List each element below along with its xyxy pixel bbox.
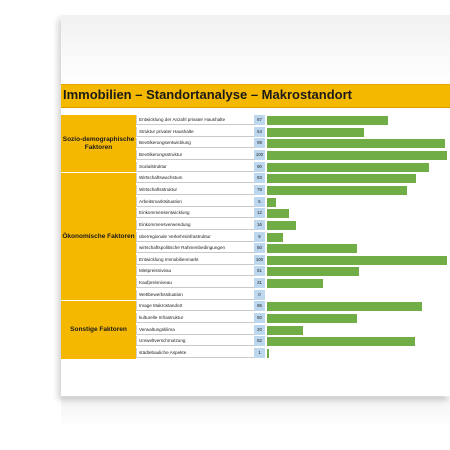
factor-bar bbox=[267, 255, 447, 265]
factor-value: 51 bbox=[254, 266, 265, 278]
sheet-reflection bbox=[61, 397, 450, 427]
table-row: Wirtschaftsstruktur 78 bbox=[136, 184, 450, 196]
table-row: überregionale Verkehrsinfrastruktur 9 bbox=[136, 231, 450, 243]
factor-label: Kaufpreisniveau bbox=[136, 278, 254, 289]
factor-label: Entwicklung Immobilienmarkt bbox=[136, 254, 254, 265]
factor-value: 9 bbox=[254, 231, 265, 243]
table-row: Mietpreisniveau 51 bbox=[136, 266, 450, 278]
table-row: Verwaltungsklima 20 bbox=[136, 324, 450, 336]
factor-label: überregionale Verkehrsinfrastruktur bbox=[136, 231, 254, 242]
factor-value: 16 bbox=[254, 219, 265, 231]
factor-value: 90 bbox=[254, 161, 265, 173]
table-row: wirtschaftspolitische Rahmenbedingungen 5… bbox=[136, 243, 450, 255]
factor-bar bbox=[267, 185, 408, 195]
factor-label: wirtschaftspolitische Rahmenbedingungen bbox=[136, 243, 254, 254]
factor-value: 50 bbox=[254, 313, 265, 325]
factor-value: 82 bbox=[254, 336, 265, 348]
factor-label: städtebauliche Aspekte bbox=[136, 348, 254, 358]
factor-value: 100 bbox=[254, 254, 265, 266]
factor-bar bbox=[267, 174, 417, 184]
factor-label: Bevölkerungsstruktur bbox=[136, 149, 254, 160]
factor-label: Umweltverschmutzung bbox=[136, 336, 254, 347]
factor-label: kulturelle Infrastruktur bbox=[136, 313, 254, 324]
factor-label: Mietpreisniveau bbox=[136, 266, 254, 277]
factor-label: Einkommensentwicklung bbox=[136, 208, 254, 219]
factor-bar bbox=[267, 279, 323, 289]
factor-bar bbox=[267, 116, 388, 125]
table-row: Wettbewerbssituation 0 bbox=[136, 289, 450, 301]
factor-label: Wirtschaftswachstum bbox=[136, 173, 254, 184]
factor-label: Bevölkerungsentwicklung bbox=[136, 138, 254, 149]
table-row: Einkommensverwendung 16 bbox=[136, 219, 450, 231]
factor-label: Wirtschaftsstruktur bbox=[136, 184, 254, 195]
factor-value: 1 bbox=[254, 348, 265, 359]
factor-bar bbox=[267, 244, 357, 254]
factor-value: 86 bbox=[254, 301, 265, 313]
table-row: Wirtschaftswachstum 83 bbox=[136, 173, 450, 185]
category-cell: Ökonomische Faktoren bbox=[61, 173, 136, 302]
category-cell: Sonstige Faktoren bbox=[61, 301, 136, 360]
factor-value: 5 bbox=[254, 196, 265, 208]
document-sheet: Immobilien – Standortanalyse – Makrostan… bbox=[61, 15, 450, 396]
table-row: Sozialstruktur 90 bbox=[136, 161, 450, 173]
factor-bar bbox=[267, 337, 415, 347]
table-row: Bevölkerungsstruktur 100 bbox=[136, 149, 450, 161]
table-row: Entwicklung Immobilienmarkt 100 bbox=[136, 254, 450, 266]
factor-bar bbox=[267, 220, 296, 230]
factor-bar bbox=[267, 150, 447, 160]
factor-bar bbox=[267, 232, 284, 242]
sheet-header-area bbox=[61, 15, 450, 85]
factor-value: 83 bbox=[254, 173, 265, 185]
table-row: städtebauliche Aspekte 1 bbox=[136, 348, 450, 359]
factor-bar bbox=[267, 127, 365, 137]
factor-value: 0 bbox=[254, 289, 265, 301]
factor-bar bbox=[267, 302, 422, 312]
table-row: kulturelle Infrastruktur 50 bbox=[136, 313, 450, 325]
factor-value: 54 bbox=[254, 126, 265, 138]
table-row: Bevölkerungsentwicklung 99 bbox=[136, 138, 450, 150]
factor-label: Image Makrostandort bbox=[136, 301, 254, 312]
factor-value: 31 bbox=[254, 278, 265, 290]
factor-value: 100 bbox=[254, 149, 265, 161]
table-row: Struktur privater Haushalte 54 bbox=[136, 126, 450, 138]
table-row: Image Makrostandort 86 bbox=[136, 301, 450, 313]
category-cell: Sozio-demographische Faktoren bbox=[61, 115, 136, 174]
factor-bar bbox=[267, 349, 269, 358]
factor-bar bbox=[267, 209, 289, 219]
factor-bar bbox=[267, 162, 429, 172]
document-title: Immobilien – Standortanalyse – Makrostan… bbox=[63, 87, 352, 102]
factor-label: Verwaltungsklima bbox=[136, 324, 254, 335]
factor-value: 20 bbox=[254, 324, 265, 336]
table-row: Entwicklung der Anzahl privater Haushalt… bbox=[136, 115, 450, 126]
factor-label: Arbeitsmarktsituation bbox=[136, 196, 254, 207]
factor-label: Struktur privater Haushalte bbox=[136, 126, 254, 137]
factor-bar bbox=[267, 314, 357, 324]
factor-value: 78 bbox=[254, 184, 265, 196]
factor-value: 67 bbox=[254, 115, 265, 126]
table-row: Umweltverschmutzung 82 bbox=[136, 336, 450, 348]
factor-label: Wettbewerbssituation bbox=[136, 289, 254, 300]
table-row: Kaufpreisniveau 31 bbox=[136, 278, 450, 290]
factor-bar bbox=[267, 267, 359, 277]
factor-bar bbox=[267, 139, 446, 149]
title-band: Immobilien – Standortanalyse – Makrostan… bbox=[61, 84, 450, 108]
factor-bar bbox=[267, 197, 276, 207]
table-row: Einkommensentwicklung 12 bbox=[136, 208, 450, 220]
factor-label: Entwicklung der Anzahl privater Haushalt… bbox=[136, 115, 254, 125]
factor-value: 99 bbox=[254, 138, 265, 150]
factor-value: 50 bbox=[254, 243, 265, 255]
factor-label: Sozialstruktur bbox=[136, 161, 254, 172]
factor-bar bbox=[267, 325, 303, 335]
table-row: Arbeitsmarktsituation 5 bbox=[136, 196, 450, 208]
factor-value: 12 bbox=[254, 208, 265, 220]
factor-label: Einkommensverwendung bbox=[136, 219, 254, 230]
